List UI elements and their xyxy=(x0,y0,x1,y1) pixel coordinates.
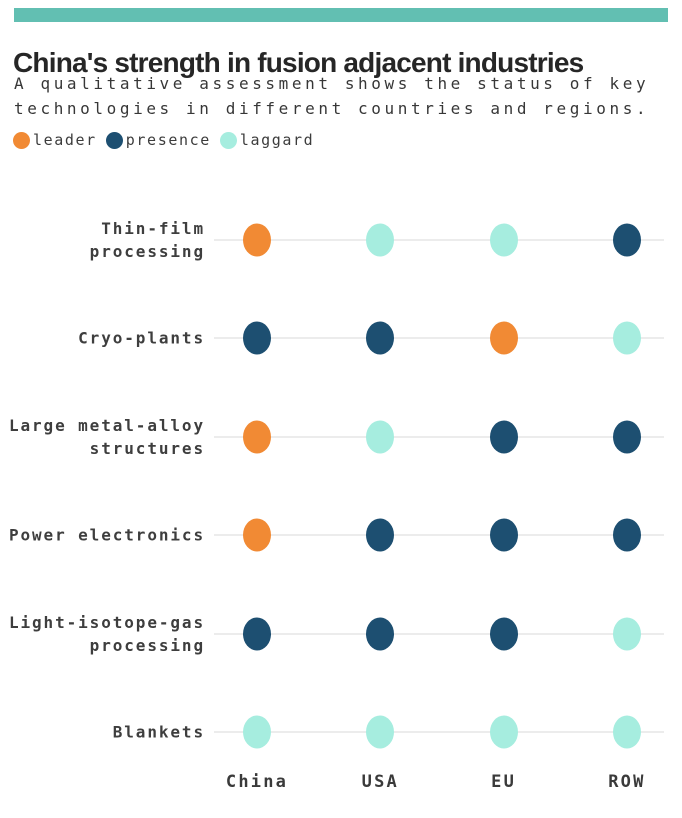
legend-label: presence xyxy=(125,131,211,149)
status-dot-leader xyxy=(243,420,271,454)
status-dot-laggard xyxy=(489,223,518,257)
status-dot-leader xyxy=(243,223,271,257)
row-gridline xyxy=(214,239,664,241)
legend-item-presence: presence xyxy=(105,131,211,149)
status-dot-leader xyxy=(489,321,518,355)
status-dot-laggard xyxy=(366,715,395,749)
row-label: Large metal-alloy structures xyxy=(8,415,205,458)
row-label: Thin-film processing xyxy=(89,219,205,261)
row-label: Blankets xyxy=(112,722,205,742)
status-dot-presence xyxy=(612,223,641,257)
x-axis-label: ROW xyxy=(608,772,646,792)
status-dot-presence xyxy=(243,617,271,651)
status-dot-presence xyxy=(366,321,395,355)
legend-item-laggard: laggard xyxy=(219,131,315,149)
accent-bar xyxy=(14,8,668,22)
legend: leader presence laggard xyxy=(13,131,314,149)
status-dot-laggard xyxy=(612,617,641,651)
chart-subtitle-line2: technologies in different countries and … xyxy=(14,99,650,118)
status-dot-laggard xyxy=(243,715,271,749)
chart-subtitle-line1: A qualitative assessment shows the statu… xyxy=(14,74,650,93)
status-dot-presence xyxy=(489,518,518,552)
x-axis-label: USA xyxy=(361,772,399,792)
status-dot-laggard xyxy=(489,715,518,749)
row-gridline xyxy=(214,534,664,537)
row-gridline xyxy=(214,337,664,340)
x-axis-label: EU xyxy=(491,772,517,792)
status-dot-leader xyxy=(243,518,271,552)
chart-subtitle: A qualitative assessment shows the statu… xyxy=(14,71,682,121)
status-dot-presence xyxy=(612,518,641,552)
status-dot-presence xyxy=(489,617,518,651)
chart-title: China's strength in fusion adjacent indu… xyxy=(13,46,584,78)
row-gridline xyxy=(214,435,664,438)
legend-dot-leader xyxy=(13,131,30,149)
x-axis-label: China xyxy=(225,772,289,792)
status-dot-laggard xyxy=(366,420,395,454)
status-dot-laggard xyxy=(612,715,641,749)
status-dot-laggard xyxy=(612,321,641,355)
legend-dot-presence xyxy=(105,131,123,149)
status-dot-laggard xyxy=(366,223,395,257)
row-label: Power electronics xyxy=(8,525,205,545)
legend-item-leader: leader xyxy=(13,131,97,149)
status-dot-presence xyxy=(366,617,395,651)
status-dot-presence xyxy=(612,420,641,454)
row-gridline xyxy=(214,632,664,635)
status-dot-presence xyxy=(243,321,271,355)
row-label: Cryo-plants xyxy=(78,328,205,348)
legend-label: leader xyxy=(33,131,97,149)
status-dot-presence xyxy=(366,518,395,552)
row-gridline xyxy=(214,731,664,733)
legend-dot-laggard xyxy=(219,131,237,149)
legend-label: laggard xyxy=(239,131,315,149)
row-label: Light-isotope-gas processing xyxy=(8,612,205,655)
status-dot-presence xyxy=(489,420,518,454)
